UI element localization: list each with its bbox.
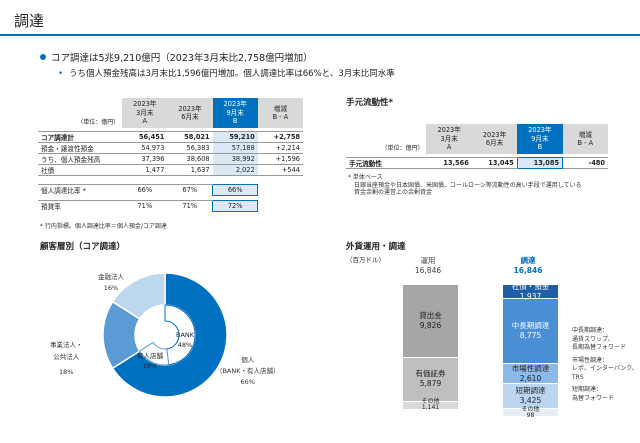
use-bar-segment-name-1: 有価証券 xyxy=(415,369,446,379)
header-mar: 2023年 3月末 A xyxy=(426,124,472,154)
use-stacked-bar: 貸出金 9,826 有価証券 5,879 その他 1,141 xyxy=(403,285,458,412)
header-jun: 2023年 6月末 xyxy=(167,98,213,128)
fund-bar-segment-value-0: 1,937 xyxy=(519,291,542,301)
bullet-dot-icon xyxy=(40,54,46,60)
title-divider xyxy=(0,34,640,36)
use-bar-segment-name-0: 貸出金 xyxy=(419,310,442,320)
use-bar-segment-value-2: 1,141 xyxy=(421,404,440,412)
fund-bar-segment-value-2: 2,610 xyxy=(519,373,542,383)
fund-bar-segment-value-3: 3,425 xyxy=(519,396,542,406)
donut-outer-slice-2 xyxy=(111,272,166,320)
header-sep: 2023年 9月末 B xyxy=(517,124,563,154)
header-diff: 増減 B - A xyxy=(562,124,608,154)
use-bar-segment-value-0: 9,826 xyxy=(419,320,442,330)
fx-title: 外貨運用・調達 xyxy=(346,242,406,252)
table-row: 社債 1,477 1,637 2,022 +544 xyxy=(38,163,303,176)
use-bar-segment-value-1: 5,879 xyxy=(419,379,442,389)
core-funding-table: （単位：億円） 2023年 3月末 A 2023年 6月末 2023年 9月末 B 増減 B… xyxy=(38,98,303,212)
bullet-mark-icon: • xyxy=(58,69,64,79)
label-corporate: 事業法人・ 公共法人 18% xyxy=(50,341,83,376)
fund-bar-segment-name-3: 短期調達 xyxy=(515,386,546,396)
fund-label: 調達 16,846 xyxy=(513,256,543,275)
fund-bar-segment-2: 市場性調達 2,610 xyxy=(503,363,558,384)
unit-label: （単位：億円） xyxy=(381,145,424,152)
liquidity-notes: * 単体ベース 日銀当座預金や日本国債、米国債、コールローン等流動性の高い手段で… xyxy=(348,174,582,196)
fund-bar-segment-name-4: その他 xyxy=(521,405,540,413)
fund-bar-segment-3: 短期調達 3,425 xyxy=(503,383,558,410)
header-sep: 2023年 9月末 B xyxy=(212,98,258,128)
fund-bar-segment-name-1: 中長期調達 xyxy=(511,321,550,331)
use-bar-segment-1: 有価証券 5,879 xyxy=(403,357,458,402)
page-title: 調達 xyxy=(14,12,45,30)
header-mar: 2023年 3月末 A xyxy=(122,98,168,128)
donut-inner-slice-0 xyxy=(164,304,196,366)
use-bar-segment-2: その他 1,141 xyxy=(403,398,458,412)
donut-title: 顧客層別（コア調達） xyxy=(40,242,126,252)
liquidity-title: 手元流動性* xyxy=(346,98,393,108)
table-row: 預金・譲渡性預金 54,973 56,383 57,188 +2,214 xyxy=(38,141,303,153)
label-financial: 金融法人 16% xyxy=(98,273,124,292)
use-bar-segment-name-2: その他 xyxy=(421,398,440,406)
use-label: 運用 16,846 xyxy=(414,256,442,275)
fund-bar-segment-value-1: 8,775 xyxy=(519,331,542,341)
summary-bullet: コア調達は5兆9,210億円（2023年3月末比2,758億円増加） xyxy=(40,50,313,64)
table-row: 手元流動性 13,566 13,045 13,085 -480 xyxy=(346,156,608,169)
header-diff: 増減 B - A xyxy=(257,98,303,128)
label-bank: BANK 48% xyxy=(176,331,195,349)
donut-chart xyxy=(102,272,228,398)
fund-bar-segment-name-2: 市場性調達 xyxy=(511,363,550,373)
fx-unit: （百万ドル） xyxy=(346,256,385,264)
fund-bar-segment-0: 社債・預金 1,937 xyxy=(503,281,558,301)
fund-stacked-bar: 社債・預金 1,937 中長期調達 8,775 市場性調達 2,610 短期調達 3,425 そ… xyxy=(503,281,558,419)
fund-bar-segment-1: 中長期調達 8,775 xyxy=(503,299,558,365)
label-branch: 有人店舗 18% xyxy=(137,352,163,370)
core-table-note: * 行内指標。個人調達比率＝個人預金/コア調達 xyxy=(40,223,167,230)
table-row: うち、個人預金残高 37,396 38,608 38,992 +1,596 xyxy=(38,152,303,164)
header-jun: 2023年 6月末 xyxy=(471,124,518,154)
donut-inner-slice-1 xyxy=(138,341,170,366)
table-row: コア調達計 56,451 58,021 59,210 +2,758 xyxy=(38,130,303,142)
ratio-row: 個人調達比率 * 66% 67% 66% xyxy=(38,183,303,196)
liquidity-table: （単位：億円） 2023年 3月末 A 2023年 6月末 2023年 9月末 B 増減 B… xyxy=(346,124,608,169)
sub-bullet: • うち個人預金残高は3月末比1,596億円増加。個人調達比率は66%と、3月末比… xyxy=(58,67,395,79)
sub-bullet-text: うち個人預金残高は3月末比1,596億円増加。個人調達比率は66%と、3月末比同… xyxy=(69,69,395,79)
fund-bar-segment-name-0: 社債・預金 xyxy=(511,281,550,291)
unit-label: （単位：億円） xyxy=(77,119,120,126)
summary-text: コア調達は5兆9,210億円（2023年3月末比2,758億円増加） xyxy=(51,53,313,64)
ratio-row: 預貸率 71% 71% 72% xyxy=(38,199,303,212)
fx-legend: 中長期調達： 通貨スワップ、 長期為替フォワード 市場性調達： レポ、インターバンク、… xyxy=(572,327,638,402)
label-individual: 個人 （BANK・有人店舗） 66% xyxy=(216,356,280,386)
fund-bar-segment-4: その他 98 xyxy=(503,405,558,419)
use-bar-segment-0: 貸出金 9,826 xyxy=(403,285,458,358)
fund-bar-segment-value-4: 98 xyxy=(526,411,535,419)
